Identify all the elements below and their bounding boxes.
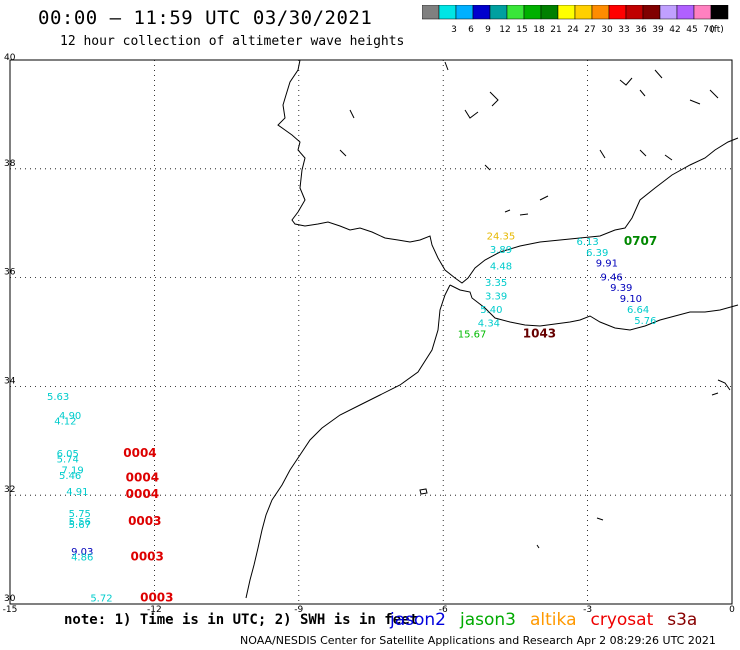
wave-height-label: 5.76 (634, 316, 656, 327)
wave-height-label: 3.39 (485, 291, 507, 302)
iberia-inland-1 (339, 61, 719, 216)
wave-height-label: 7.19 (61, 465, 83, 476)
colorbar-tick-label: 45 (686, 25, 697, 35)
wave-height-label: 6.39 (586, 248, 608, 259)
wave-height-label: 4.48 (490, 261, 512, 272)
map-frame (9, 59, 733, 605)
island-small-2 (536, 544, 540, 549)
wave-height-label: 6.64 (627, 305, 649, 316)
wave-height-label: 9.91 (596, 259, 618, 270)
colorbar-tick-label: 18 (533, 25, 545, 35)
colorbar-tick-label: 70 (703, 25, 715, 35)
wave-height-label: 4.90 (59, 411, 81, 422)
wave-height-label: 15.67 (458, 329, 487, 340)
lat-tick-label: 32 (4, 485, 15, 495)
wave-height-label: 4.34 (478, 319, 500, 330)
colorbar-tick-label: 3 (451, 25, 457, 35)
wave-height-label: 3.89 (490, 245, 512, 256)
lat-tick-label: 36 (4, 268, 16, 278)
altimeter-readings: 5.63 4.904.12 6.055.747.195.46 4.91 5.755.56… (47, 232, 657, 605)
island-madeira (419, 488, 428, 495)
wave-height-label: 6.13 (576, 237, 598, 248)
wave-height-label: 3.35 (485, 278, 507, 289)
wave-height-label: 5.74 (57, 455, 79, 466)
colorbar-tick-label: 9 (485, 25, 491, 35)
lon-tick-label: 0 (729, 605, 735, 615)
page-subtitle: 12 hour collection of altimeter wave hei… (60, 34, 405, 49)
map-axes: -15 -12 -9 -6 -3 0 40 38 36 34 32 30 (3, 53, 735, 615)
wave-height-label: 6.05 (57, 449, 79, 460)
wave-height-label: 4.86 (71, 552, 93, 563)
colorbar-tick-label: 27 (584, 25, 595, 35)
coastline-morocco (449, 284, 739, 331)
pass-time-label: 0004 (126, 487, 159, 501)
wave-height-label: 5.72 (90, 593, 112, 604)
legend-item-s3a: s3a (667, 610, 698, 630)
coastline-atlantic-africa (245, 284, 451, 599)
lon-tick-label: -9 (294, 605, 303, 615)
colorbar-tick-label: 39 (652, 25, 664, 35)
wave-height-colorbar: 3 6 9 12 15 18 21 24 27 30 33 36 39 42 45 70(ft) (422, 5, 729, 35)
wave-height-label: 4.12 (54, 416, 76, 427)
colorbar-unit: (ft) (710, 25, 724, 35)
map-grid (10, 60, 732, 604)
wave-height-label: 9.39 (610, 283, 632, 294)
colorbar-tick-label: 21 (550, 25, 561, 35)
pass-time-label: 0004 (126, 471, 159, 485)
balearic-fragments (711, 379, 731, 396)
colorbar-tick-label: 24 (567, 25, 579, 35)
colorbar-tick-label: 33 (618, 25, 629, 35)
wave-height-label: 9.03 (71, 547, 93, 558)
wave-height-label: 5.63 (47, 392, 69, 403)
colorbar-tick-label: 36 (635, 25, 647, 35)
legend-item-cryosat: cryosat (590, 610, 654, 630)
wave-height-label: 5.56 (69, 517, 91, 528)
colorbar-swatch (710, 5, 729, 20)
colorbar-tick-label: 6 (468, 25, 474, 35)
wave-height-label: 24.35 (487, 232, 516, 243)
lat-tick-label: 38 (4, 159, 16, 169)
legend-item-jason3: jason3 (460, 610, 516, 630)
wave-height-label: 4.91 (66, 487, 88, 498)
island-small (596, 517, 604, 521)
colorbar-tick-label: 42 (669, 25, 680, 35)
pass-time-label: 0004 (123, 446, 156, 460)
lat-tick-label: 30 (4, 594, 16, 604)
pass-time-label: 0003 (128, 514, 161, 528)
pass-time-label: 1043 (523, 326, 556, 340)
legend-item-altika: altika (530, 610, 577, 630)
colorbar-tick-label: 30 (601, 25, 613, 35)
lon-tick-label: -6 (439, 605, 448, 615)
wave-height-label: 9.10 (620, 294, 642, 305)
units-note: note: 1) Time is in UTC; 2) SWH is in fe… (64, 612, 419, 628)
legend-item-jason2: jason2 (390, 610, 446, 630)
lat-tick-label: 40 (4, 53, 16, 63)
colorbar-tick-label: 12 (499, 25, 510, 35)
pass-time-label: 0707 (624, 234, 657, 248)
credit-line: NOAA/NESDIS Center for Satellite Applica… (240, 634, 716, 647)
colorbar-tick-label: 15 (516, 25, 527, 35)
wave-height-label: 5.40 (480, 305, 502, 316)
lon-tick-label: -15 (3, 605, 18, 615)
wave-height-label: 5.75 (69, 509, 91, 520)
wave-height-label: 5.67 (69, 520, 91, 531)
lat-tick-label: 34 (4, 376, 16, 386)
coastline (245, 59, 739, 599)
wave-height-label: 5.46 (59, 471, 81, 482)
satellite-legend: jason2 jason3 altika cryosat s3a (390, 610, 711, 630)
wave-height-label: 9.46 (601, 272, 623, 283)
pass-time-label: 0003 (130, 549, 163, 563)
page-title: 00:00 – 11:59 UTC 03/30/2021 (38, 7, 373, 29)
pass-time-label: 0003 (140, 590, 173, 604)
lon-tick-label: -3 (583, 605, 592, 615)
coastline-iberia (277, 59, 739, 284)
lon-tick-label: -12 (147, 605, 162, 615)
